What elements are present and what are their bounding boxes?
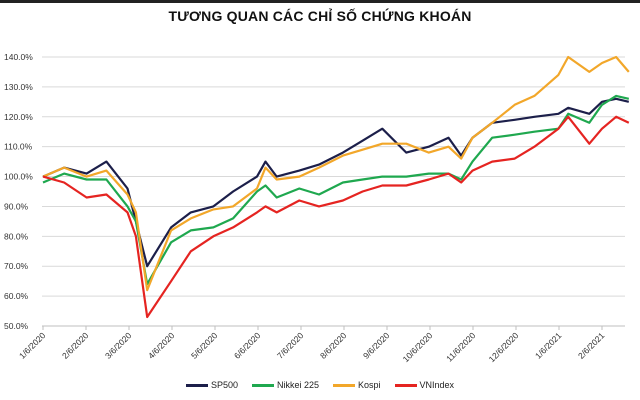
y-tick-label: 100.0% [4, 172, 33, 182]
x-tick-label: 12/6/2020 [487, 330, 521, 364]
x-tick-label: 6/6/2020 [232, 330, 263, 361]
legend-swatch [394, 383, 417, 387]
x-tick-label: 10/6/2020 [401, 330, 435, 364]
y-tick-label: 60.0% [4, 291, 29, 301]
top-border [0, 0, 640, 3]
legend-item: Kospi [333, 380, 381, 390]
x-tick-label: 5/6/2020 [189, 330, 220, 361]
legend-swatch [185, 383, 208, 387]
legend-label: Nikkei 225 [276, 380, 319, 390]
series-line-vnindex [42, 115, 630, 319]
legend-swatch [251, 383, 274, 387]
x-tick-label: 4/6/2020 [146, 330, 177, 361]
y-tick-label: 110.0% [4, 142, 33, 152]
y-tick-label: 90.0% [4, 201, 29, 211]
legend-item: VNIndex [394, 380, 455, 390]
legend-item: SP500 [185, 380, 238, 390]
legend-item: Nikkei 225 [251, 380, 319, 390]
y-tick-label: 70.0% [4, 261, 29, 271]
x-tick-label: 1/6/2020 [17, 330, 48, 361]
chart-title: TƯƠNG QUAN CÁC CHỈ SỐ CHỨNG KHOÁN [168, 8, 472, 24]
x-tick-label: 3/6/2020 [103, 330, 134, 361]
legend: SP500 Nikkei 225 Kospi VNIndex [0, 380, 640, 390]
y-tick-label: 80.0% [4, 231, 29, 241]
x-tick-label: 1/6/2021 [533, 330, 564, 361]
y-tick-label: 50.0% [4, 321, 29, 331]
x-tick-label: 7/6/2020 [275, 330, 306, 361]
legend-label: Kospi [358, 380, 381, 390]
x-tick-label: 2/6/2020 [60, 330, 91, 361]
legend-label: SP500 [210, 380, 238, 390]
x-tick-label: 11/6/2020 [444, 330, 478, 364]
legend-label: VNIndex [419, 380, 455, 390]
x-tick-label: 9/6/2020 [361, 330, 392, 361]
series-line-kospi [42, 55, 630, 292]
legend-swatch [333, 383, 355, 387]
series-line-nikkei-225 [42, 94, 630, 286]
y-tick-label: 140.0% [4, 52, 33, 62]
y-tick-label: 130.0% [4, 82, 33, 92]
x-tick-label: 8/6/2020 [318, 330, 349, 361]
x-tick-label: 2/6/2021 [576, 330, 607, 361]
series-line-sp500 [42, 97, 630, 268]
y-tick-label: 120.0% [4, 112, 33, 122]
